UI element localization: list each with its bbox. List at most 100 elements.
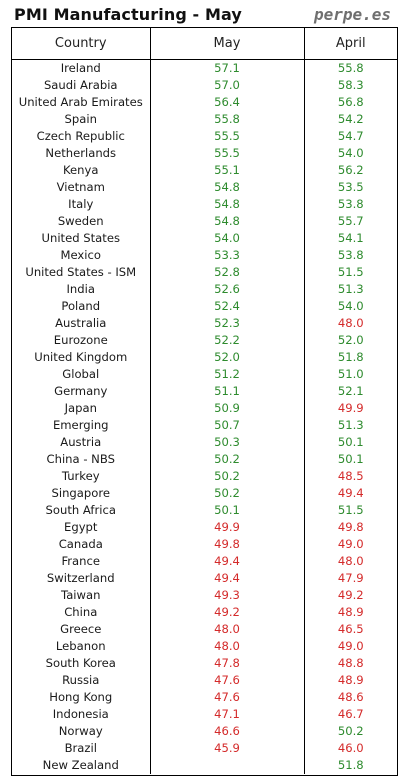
cell-april: 51.5: [303, 264, 397, 281]
table-row: Emerging 50.7 51.3: [12, 417, 397, 434]
cell-country: Australia: [55, 316, 107, 330]
cell-country: Kenya: [63, 163, 99, 177]
cell-may: 55.8: [149, 111, 304, 128]
table-row: Poland 52.4 54.0: [12, 298, 397, 315]
cell-country: Saudi Arabia: [43, 78, 118, 92]
table-row: Italy 54.8 53.8: [12, 196, 397, 213]
cell-country: Hong Kong: [49, 690, 113, 704]
cell-may: 56.4: [149, 94, 304, 111]
cell-may: 49.3: [149, 587, 304, 604]
cell-april: 48.8: [303, 655, 397, 672]
cell-country: United States - ISM: [25, 265, 137, 279]
cell-may: 57.1: [149, 59, 304, 77]
table-header-row: Country May April: [12, 28, 397, 60]
table-row: Brazil 45.9 46.0: [12, 740, 397, 757]
cell-april: 54.7: [303, 128, 397, 145]
cell-april: 54.0: [303, 298, 397, 315]
cell-may: 49.9: [149, 519, 304, 536]
cell-country: Poland: [61, 299, 101, 313]
cell-may: 55.5: [149, 145, 304, 162]
cell-april: 50.1: [303, 434, 397, 451]
table-row: Singapore 50.2 49.4: [12, 485, 397, 502]
cell-country: Ireland: [60, 61, 101, 75]
cell-may: 50.7: [149, 417, 304, 434]
title-bar: PMI Manufacturing - May perpe.es: [0, 0, 404, 30]
cell-april: 48.0: [303, 553, 397, 570]
table-row: China 49.2 48.9: [12, 604, 397, 621]
cell-country: China - NBS: [46, 452, 115, 466]
cell-april: 54.2: [303, 111, 397, 128]
table-row: Australia 52.3 48.0: [12, 315, 397, 332]
cell-april: 49.4: [303, 485, 397, 502]
cell-april: 49.0: [303, 638, 397, 655]
cell-country: Eurozone: [53, 333, 108, 347]
cell-may: 53.3: [149, 247, 304, 264]
cell-may: 54.8: [149, 213, 304, 230]
cell-country: United Kingdom: [34, 350, 128, 364]
cell-may: 50.2: [149, 451, 304, 468]
cell-may: 55.1: [149, 162, 304, 179]
table-row: Hong Kong 47.6 48.6: [12, 689, 397, 706]
cell-april: 51.5: [303, 502, 397, 519]
table-row: Sweden 54.8 55.7: [12, 213, 397, 230]
table-row: Vietnam 54.8 53.5: [12, 179, 397, 196]
cell-may: 50.9: [149, 400, 304, 417]
cell-country: Turkey: [61, 469, 100, 483]
cell-country: Taiwan: [61, 588, 101, 602]
cell-may: 48.0: [149, 621, 304, 638]
cell-april: 51.8: [303, 757, 397, 774]
table-row: United Kingdom 52.0 51.8: [12, 349, 397, 366]
cell-april: 46.5: [303, 621, 397, 638]
cell-may: 47.1: [149, 706, 304, 723]
cell-country: Czech Republic: [36, 129, 125, 143]
cell-may: 51.2: [149, 366, 304, 383]
cell-april: 55.8: [303, 59, 397, 77]
cell-country: India: [66, 282, 95, 296]
cell-april: 54.0: [303, 145, 397, 162]
table-row: India 52.6 51.3: [12, 281, 397, 298]
cell-country: South Korea: [45, 656, 116, 670]
cell-may: 57.0: [149, 77, 304, 94]
cell-april: 46.7: [303, 706, 397, 723]
table-row: United States 54.0 54.1: [12, 230, 397, 247]
cell-country: France: [61, 554, 101, 568]
cell-april: 55.7: [303, 213, 397, 230]
cell-country: United Arab Emirates: [18, 95, 143, 109]
cell-may: 51.1: [149, 383, 304, 400]
cell-may: 52.6: [149, 281, 304, 298]
table-row: South Africa 50.1 51.5: [12, 502, 397, 519]
cell-country: Indonesia: [52, 707, 109, 721]
table-row: Austria 50.3 50.1: [12, 434, 397, 451]
page-title: PMI Manufacturing - May: [14, 5, 242, 24]
cell-april: 54.1: [303, 230, 397, 247]
table-row: Germany 51.1 52.1: [12, 383, 397, 400]
cell-april: 46.0: [303, 740, 397, 757]
cell-may: 54.8: [149, 179, 304, 196]
cell-april: 58.3: [303, 77, 397, 94]
cell-country: United States: [41, 231, 120, 245]
table-row: Mexico 53.3 53.8: [12, 247, 397, 264]
cell-country: Netherlands: [45, 146, 117, 160]
cell-april: 56.2: [303, 162, 397, 179]
cell-country: Greece: [60, 622, 102, 636]
table-row: Switzerland 49.4 47.9: [12, 570, 397, 587]
cell-country: Canada: [58, 537, 103, 551]
table-row: Ireland 57.1 55.8: [12, 59, 397, 77]
table-row: United Arab Emirates 56.4 56.8: [12, 94, 397, 111]
cell-country: Mexico: [60, 248, 101, 262]
table-row: Saudi Arabia 57.0 58.3: [12, 77, 397, 94]
table-row: Norway 46.6 50.2: [12, 723, 397, 740]
table-row: South Korea 47.8 48.8: [12, 655, 397, 672]
cell-country: Austria: [60, 435, 102, 449]
table-row: Taiwan 49.3 49.2: [12, 587, 397, 604]
table-row: Turkey 50.2 48.5: [12, 468, 397, 485]
cell-may: 49.8: [149, 536, 304, 553]
cell-may: 47.6: [149, 672, 304, 689]
pmi-table: Country May April Ireland 57.1 55.8 Saudi A…: [12, 28, 397, 774]
table-row: Greece 48.0 46.5: [12, 621, 397, 638]
cell-april: 52.1: [303, 383, 397, 400]
pmi-table-container: Country May April Ireland 57.1 55.8 Saudi A…: [11, 27, 398, 776]
cell-may: 52.4: [149, 298, 304, 315]
cell-may: 50.2: [149, 468, 304, 485]
cell-may: 45.9: [149, 740, 304, 757]
